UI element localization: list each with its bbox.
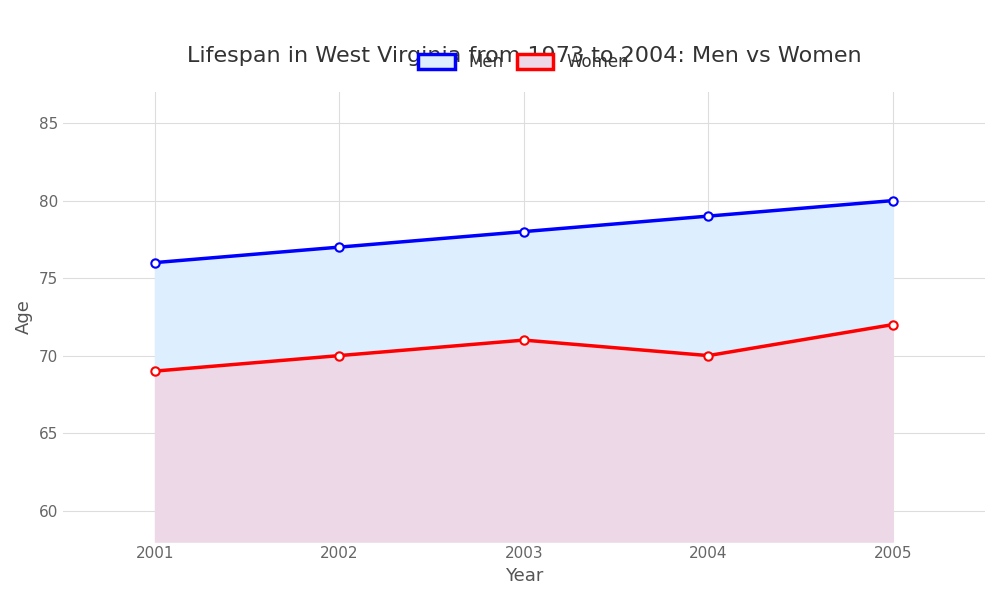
Men	[333, 244, 345, 251]
Men	[887, 197, 899, 204]
Legend: Men, Women: Men, Women	[412, 47, 636, 78]
Women	[702, 352, 714, 359]
Women	[333, 352, 345, 359]
Line: Men: Men	[151, 196, 897, 267]
X-axis label: Year: Year	[505, 567, 543, 585]
Women	[518, 337, 530, 344]
Women	[887, 321, 899, 328]
Men	[518, 228, 530, 235]
Title: Lifespan in West Virginia from 1973 to 2004: Men vs Women: Lifespan in West Virginia from 1973 to 2…	[187, 46, 861, 65]
Line: Women: Women	[151, 320, 897, 375]
Y-axis label: Age: Age	[15, 299, 33, 334]
Men	[702, 212, 714, 220]
Men	[149, 259, 161, 266]
Women	[149, 367, 161, 374]
